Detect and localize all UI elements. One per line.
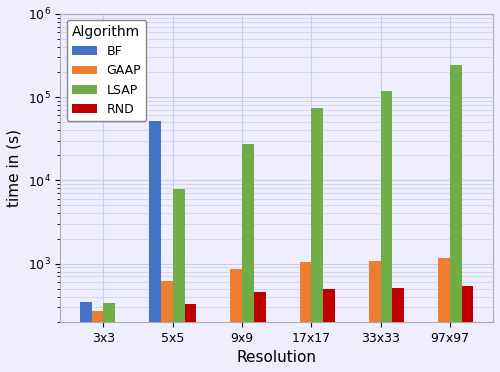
Bar (323, 289, 335, 372)
Bar (92, 311, 104, 372)
Bar (392, 288, 404, 372)
Y-axis label: time in (s): time in (s) (7, 129, 22, 207)
Bar (104, 302, 116, 372)
X-axis label: Resolution: Resolution (236, 350, 316, 365)
Bar (242, 144, 254, 372)
Legend: BF, GAAP, LSAP, RND: BF, GAAP, LSAP, RND (66, 20, 146, 121)
Bar (300, 262, 312, 372)
Bar (116, 327, 127, 372)
Bar (184, 304, 196, 372)
Bar (369, 261, 380, 372)
Bar (462, 286, 473, 372)
Bar (380, 91, 392, 372)
Bar (254, 292, 266, 372)
Bar (450, 65, 462, 372)
Bar (172, 189, 184, 372)
Bar (438, 258, 450, 372)
Bar (149, 121, 161, 372)
Bar (80, 302, 92, 372)
Bar (161, 281, 172, 372)
Bar (312, 108, 323, 372)
Bar (230, 269, 242, 372)
